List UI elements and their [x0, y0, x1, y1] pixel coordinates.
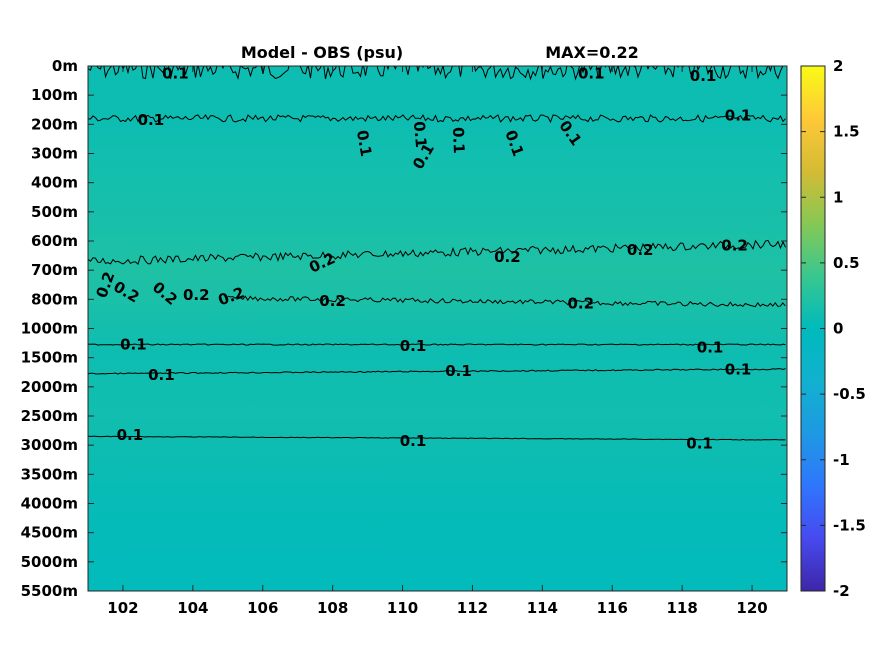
- y-tick-label: 500m: [31, 203, 78, 221]
- plot-area: 0.1 0.1 0.10.1 0.10.1 0.10.1 0.1 0.1 0.10.2 0.2 0…: [87, 64, 788, 592]
- contour-label: 0.1: [686, 435, 713, 453]
- colorbar-tick-label: 1.5: [833, 123, 860, 141]
- contour-label: 0.1: [697, 339, 724, 357]
- contour-line: [88, 239, 786, 265]
- x-tick-label: 118: [666, 599, 697, 617]
- y-tick-label: 200m: [31, 115, 78, 133]
- contour-label: 0.1: [725, 360, 752, 378]
- contour-label: 0.1: [117, 426, 144, 444]
- x-tick-label: 116: [597, 599, 628, 617]
- x-tick-label: 110: [387, 599, 418, 617]
- contour-label: 0.2: [183, 286, 210, 304]
- x-tick-label: 108: [317, 599, 348, 617]
- x-tick-label: 102: [107, 599, 138, 617]
- y-tick-label: 5000m: [21, 553, 78, 571]
- colorbar: 2 1.5 1 0.5 0 -0.5 -1 -1.5 -2: [800, 57, 866, 600]
- y-tick-label: 700m: [31, 261, 78, 279]
- contour-label: 0.1: [445, 362, 472, 380]
- colorbar-tick-label: -1.5: [833, 516, 866, 534]
- contour-label: 0.1: [449, 127, 468, 154]
- colorbar-tick-label: -2: [833, 582, 850, 600]
- x-tick-label: 112: [457, 599, 488, 617]
- contour-label: 0.1: [138, 111, 165, 129]
- y-tick-label: 2000m: [21, 378, 78, 396]
- contour-label: 0.1: [400, 432, 427, 450]
- contour-label: 0.1: [578, 64, 605, 82]
- x-tick-label: 114: [527, 599, 558, 617]
- contour-label: 0.2: [721, 236, 748, 254]
- contour-label: 0.1: [148, 366, 175, 384]
- y-tick-label: 0m: [52, 57, 78, 75]
- x-tick-label: 120: [736, 599, 767, 617]
- contour-label: 0.2: [494, 248, 521, 266]
- chart-subtitle: MAX=0.22: [545, 43, 639, 62]
- y-tick-label: 4000m: [21, 495, 78, 513]
- y-tick-label: 800m: [31, 290, 78, 308]
- y-tick-label: 2500m: [21, 407, 78, 425]
- salinity-difference-field: [88, 66, 787, 591]
- x-tick-label: 104: [177, 599, 208, 617]
- y-tick-label: 4500m: [21, 524, 78, 542]
- contour-label: 0.2: [568, 295, 595, 313]
- contour-labels: 0.1 0.1 0.10.1 0.10.1 0.10.1 0.1 0.1 0.10.2 0.2 0…: [92, 64, 751, 452]
- y-tick-label: 3000m: [21, 436, 78, 454]
- y-tick-label: 100m: [31, 86, 78, 104]
- contour-label: 0.1: [353, 129, 375, 158]
- contour-lines: [88, 66, 786, 441]
- y-axis: 0m 100m 200m 300m 400m 500m 600m 700m 800m 1000m 1…: [21, 57, 787, 600]
- y-tick-label: 3500m: [21, 465, 78, 483]
- contour-label: 0.1: [410, 120, 430, 148]
- contour-line: [227, 295, 786, 308]
- contour-line: [88, 343, 786, 346]
- contour-line: [88, 435, 786, 441]
- colorbar-tick-label: 0.5: [833, 254, 860, 272]
- y-tick-label: 1500m: [21, 349, 78, 367]
- contour-label: 0.1: [725, 107, 752, 125]
- contour-label: 0.1: [400, 337, 427, 355]
- colorbar-tick-label: -1: [833, 451, 850, 469]
- contour-label: 0.2: [627, 241, 654, 259]
- contour-label: 0.1: [690, 67, 717, 85]
- contour-label: 0.1: [162, 64, 189, 82]
- colorbar-tick-label: 1: [833, 188, 843, 206]
- colorbar-tick-label: 0: [833, 320, 843, 338]
- y-tick-label: 300m: [31, 145, 78, 163]
- contour-line: [88, 368, 786, 375]
- y-tick-label: 600m: [31, 232, 78, 250]
- colorbar-tick-label: 2: [833, 57, 843, 75]
- colorbar-ticks: 2 1.5 1 0.5 0 -0.5 -1 -1.5 -2: [801, 57, 866, 600]
- y-tick-label: 1000m: [21, 320, 78, 338]
- contour-label: 0.2: [319, 292, 346, 310]
- colorbar-tick-label: -0.5: [833, 385, 866, 403]
- x-axis: 102 104 106 108 110 112 114 116 118 120: [107, 66, 768, 617]
- contour-label: 0.1: [120, 336, 147, 354]
- chart-title: Model - OBS (psu): [241, 43, 403, 62]
- contour-line: [88, 66, 786, 81]
- contour-line: [88, 114, 786, 124]
- y-tick-label: 5500m: [21, 582, 78, 600]
- y-tick-label: 400m: [31, 174, 78, 192]
- x-tick-label: 106: [247, 599, 278, 617]
